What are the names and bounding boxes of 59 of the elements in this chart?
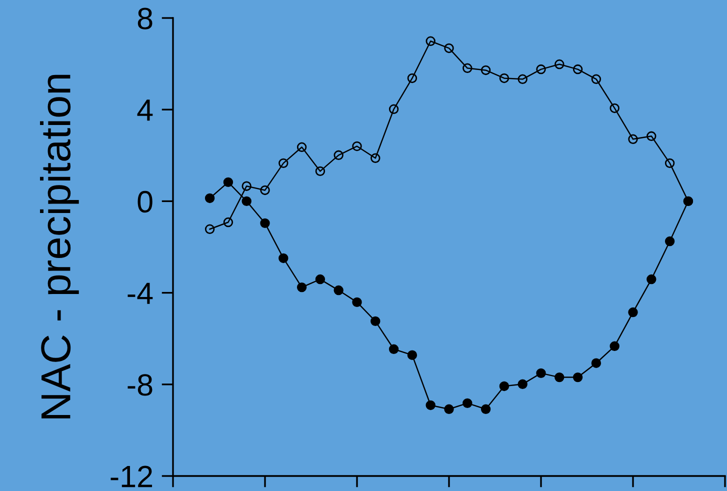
- point: [628, 134, 638, 144]
- point: [260, 218, 270, 228]
- point: [518, 379, 528, 390]
- point: [444, 404, 454, 414]
- point: [610, 103, 620, 114]
- point: [334, 150, 344, 160]
- point: [554, 59, 564, 70]
- point: [204, 224, 215, 234]
- point: [260, 185, 270, 196]
- point: [370, 153, 380, 164]
- point: [554, 372, 564, 382]
- point: [480, 404, 491, 414]
- point: [204, 193, 215, 204]
- point: [572, 64, 583, 74]
- point: [407, 73, 418, 84]
- y-axis-title: NAC - precipitation: [40, 74, 79, 418]
- y-tick-label: -8: [128, 374, 152, 396]
- point: [462, 398, 472, 408]
- point: [334, 285, 344, 296]
- y-tick-label: -12: [110, 466, 152, 488]
- point: [352, 297, 362, 308]
- point: [462, 63, 472, 74]
- point: [315, 274, 326, 284]
- y-tick-label: 4: [137, 100, 153, 121]
- point: [518, 74, 528, 84]
- point: [370, 316, 380, 326]
- point: [499, 73, 510, 84]
- point: [480, 65, 491, 76]
- point: [628, 307, 638, 318]
- point: [664, 236, 675, 246]
- point: [223, 217, 234, 228]
- point: [591, 358, 602, 368]
- point: [536, 64, 546, 74]
- y-tick-label: 8: [138, 8, 152, 30]
- point: [536, 368, 546, 378]
- point: [572, 372, 583, 382]
- point: [426, 400, 436, 410]
- point: [315, 166, 326, 176]
- point: [296, 282, 307, 292]
- point: [388, 344, 399, 354]
- point: [388, 104, 399, 114]
- point: [278, 253, 288, 264]
- point: [407, 350, 418, 360]
- point: [664, 158, 675, 168]
- point: [444, 43, 454, 54]
- point: [242, 181, 252, 191]
- y-tick-label: -4: [128, 282, 153, 304]
- point: [296, 142, 307, 152]
- point: [499, 381, 510, 392]
- point: [591, 74, 602, 84]
- point: [278, 158, 288, 168]
- point: [426, 36, 436, 46]
- point: [646, 131, 656, 142]
- point: [646, 274, 656, 284]
- point: [610, 341, 620, 352]
- point: [242, 196, 252, 206]
- y-tick-label: 0: [138, 190, 152, 213]
- point: [352, 141, 362, 152]
- point: [223, 177, 234, 188]
